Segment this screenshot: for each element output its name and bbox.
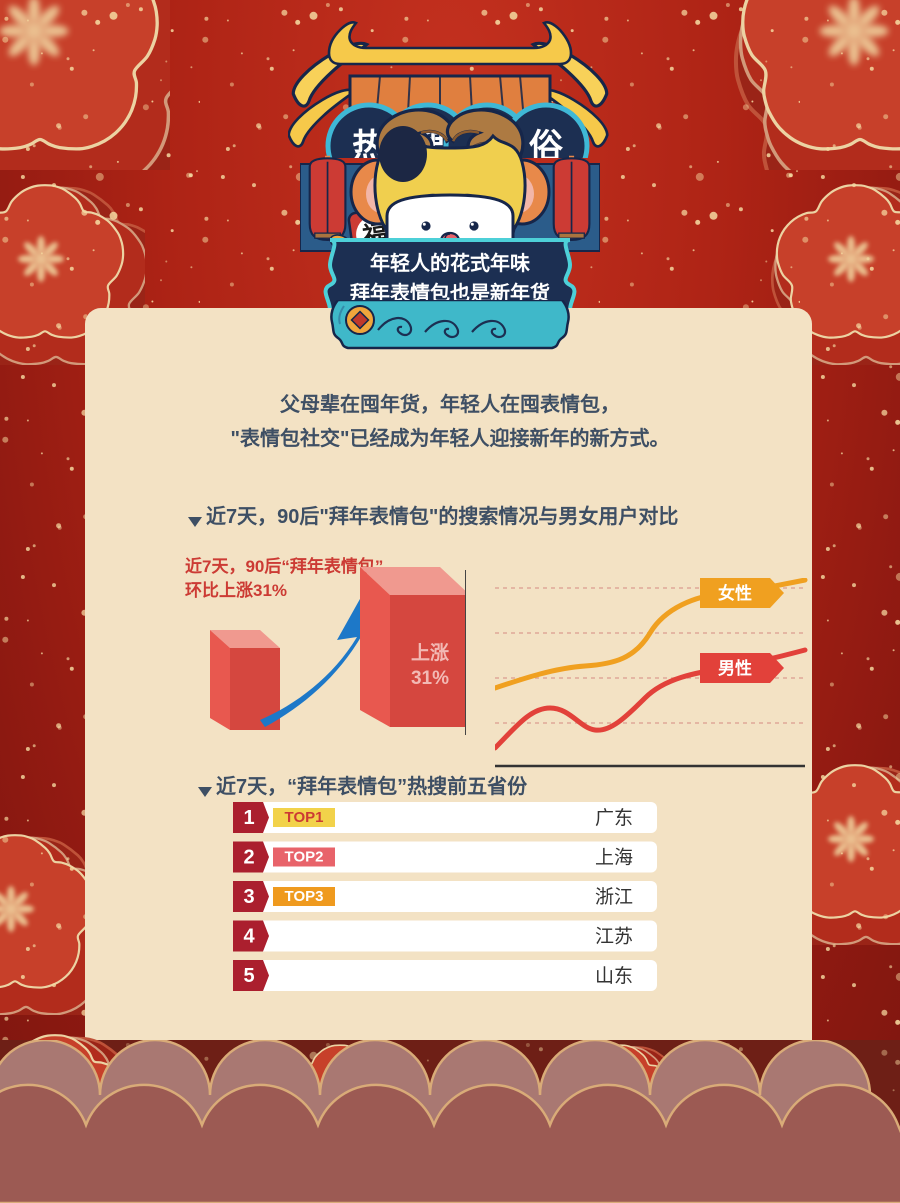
svg-text:TOP2: TOP2 [285,849,324,866]
svg-text:山东: 山东 [595,965,633,987]
svg-text:1: 1 [243,807,254,829]
svg-text:年轻人的花式年味: 年轻人的花式年味 [370,251,530,275]
svg-text:3: 3 [243,886,254,908]
svg-text:男性: 男性 [718,658,752,678]
svg-text:浙江: 浙江 [595,886,633,908]
svg-text:31%: 31% [411,668,449,689]
svg-text:TOP3: TOP3 [285,888,324,905]
svg-text:广东: 广东 [595,807,633,829]
svg-text:江苏: 江苏 [595,926,633,948]
svg-text:5: 5 [243,965,254,987]
svg-text:TOP1: TOP1 [285,809,324,826]
svg-text:2: 2 [243,847,254,869]
svg-text:女性: 女性 [718,583,752,603]
svg-text:上海: 上海 [595,847,633,869]
svg-text:上涨: 上涨 [411,642,449,664]
svg-text:4: 4 [243,926,255,948]
